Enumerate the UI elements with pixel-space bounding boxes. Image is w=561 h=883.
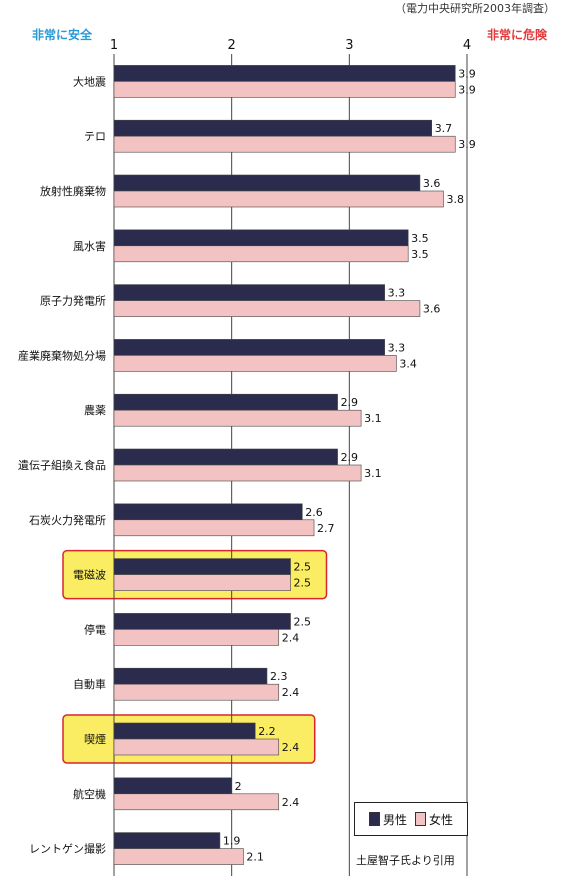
category-label: 電磁波 — [73, 569, 106, 582]
data-label: 3.7 — [435, 122, 453, 135]
bar-male — [113, 229, 409, 247]
category-label: 産業廃棄物処分場 — [18, 348, 106, 362]
category-label: 遺伝子組換え食品 — [18, 458, 106, 472]
bar-female — [113, 848, 244, 865]
data-label: 2.5 — [294, 615, 312, 628]
data-label: 3.9 — [458, 67, 476, 80]
bar-male — [113, 832, 221, 849]
data-label: 2.6 — [305, 506, 323, 519]
bar-male — [113, 558, 291, 575]
safe-label: 非常に安全 — [32, 28, 93, 42]
data-label: 2.1 — [246, 851, 264, 864]
legend-male-swatch — [368, 812, 380, 826]
category-label: 石炭火力発電所 — [29, 513, 106, 527]
data-label: 2.9 — [341, 396, 359, 409]
data-label: 2.4 — [282, 741, 300, 754]
bar-male — [113, 284, 385, 301]
category-label: 風水害 — [73, 239, 106, 253]
legend-female-swatch — [415, 812, 426, 826]
data-label: 3.9 — [458, 138, 476, 151]
category-label: 放射性廃棄物 — [40, 184, 106, 198]
bar-male — [113, 503, 303, 521]
bar-female — [113, 245, 409, 263]
bar-female — [113, 683, 280, 701]
category-label: 停電 — [84, 622, 106, 636]
data-label: 3.6 — [423, 177, 441, 190]
danger-label: 非常に危険 — [486, 28, 547, 42]
bar-female — [113, 519, 315, 537]
data-label: 2.4 — [282, 686, 300, 699]
data-label: 3.3 — [388, 341, 406, 354]
bar-female — [113, 81, 456, 98]
legend-male: 男性 — [368, 811, 407, 828]
data-label: 2.4 — [282, 631, 300, 644]
legend-female: 女性 — [415, 811, 453, 828]
data-label: 2.5 — [294, 577, 312, 590]
bar-male — [113, 119, 433, 137]
bar-female — [113, 738, 280, 756]
data-label: 3.1 — [364, 467, 382, 480]
bar-male — [113, 65, 456, 82]
bar-female — [113, 793, 280, 811]
bar-female — [113, 464, 362, 482]
bar-male — [113, 722, 256, 740]
bar-female — [113, 629, 280, 646]
data-label: 1.9 — [223, 835, 241, 848]
category-label: レントゲン撮影 — [29, 842, 106, 856]
bar-female — [113, 300, 421, 317]
data-label: 2.3 — [270, 670, 288, 683]
data-label: 2.5 — [294, 561, 312, 574]
data-label: 3.5 — [411, 232, 429, 245]
data-label: 2.2 — [258, 725, 276, 738]
bar-male — [113, 777, 232, 795]
bar-female — [113, 574, 291, 591]
x-tick-label: 4 — [463, 38, 471, 53]
category-label: 大地震 — [73, 74, 106, 88]
bar-male — [113, 667, 268, 685]
data-label: 2 — [235, 780, 242, 793]
x-tick-label: 3 — [345, 38, 353, 53]
bar-female — [113, 135, 456, 153]
bar-male — [113, 448, 338, 466]
data-label: 2.4 — [282, 796, 300, 809]
bar-female — [113, 409, 362, 427]
category-label: 喫煙 — [84, 733, 106, 746]
citation: 土屋智子氏より引用 — [356, 854, 455, 867]
data-label: 3.6 — [423, 303, 441, 316]
data-label: 2.9 — [341, 451, 359, 464]
data-label: 3.4 — [399, 357, 417, 370]
bar-female — [113, 355, 397, 372]
bar-male — [113, 393, 338, 411]
bar-male — [113, 613, 291, 630]
x-tick-label: 1 — [110, 38, 118, 53]
bar-male — [113, 339, 385, 356]
source-note: （電力中央研究所2003年調査） — [395, 2, 555, 15]
data-label: 3.3 — [388, 287, 406, 300]
x-tick-label: 2 — [228, 38, 236, 53]
category-label: 農薬 — [84, 403, 106, 417]
category-label: 航空機 — [73, 787, 106, 801]
bar-female — [113, 190, 444, 208]
category-label: テロ — [84, 130, 106, 143]
data-label: 3.9 — [458, 83, 476, 96]
bar-male — [113, 174, 421, 192]
data-label: 3.8 — [446, 193, 464, 206]
data-label: 2.7 — [317, 522, 335, 535]
legend: 男性 女性 — [354, 802, 468, 836]
category-label: 自動車 — [73, 677, 106, 691]
legend-male-label: 男性 — [382, 812, 407, 827]
data-label: 3.5 — [411, 248, 429, 261]
legend-female-label: 女性 — [429, 812, 454, 827]
category-label: 原子力発電所 — [40, 294, 106, 308]
data-label: 3.1 — [364, 412, 382, 425]
